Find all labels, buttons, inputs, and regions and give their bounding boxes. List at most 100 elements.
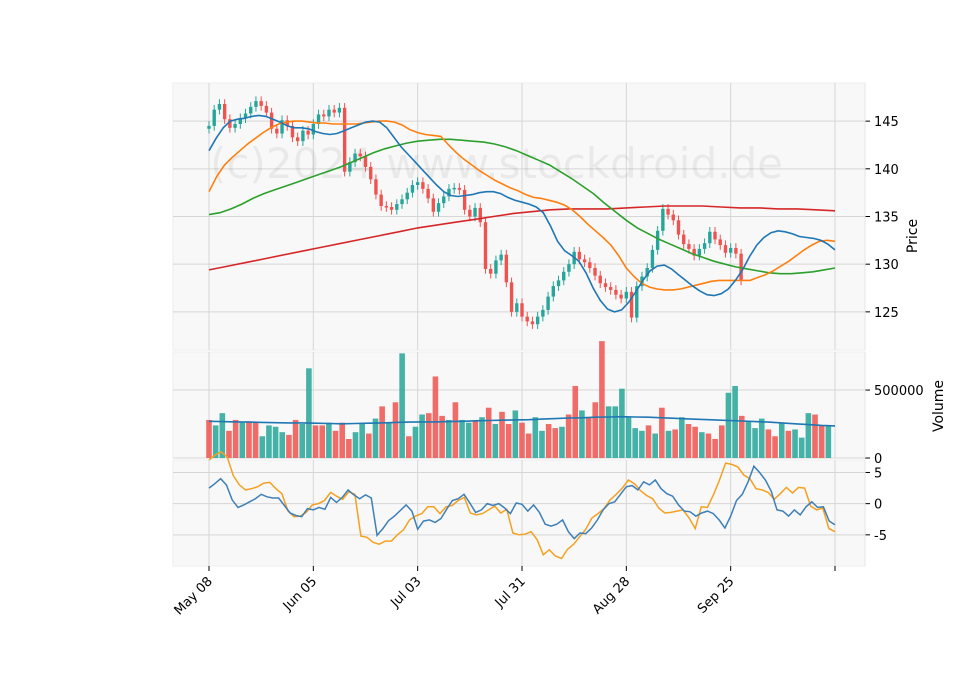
volume-bar <box>512 410 519 458</box>
volume-bar <box>252 422 259 458</box>
candle-body <box>577 251 582 260</box>
candle-body <box>582 259 587 263</box>
candle-body <box>655 230 660 250</box>
volume-bar <box>778 422 785 458</box>
candle-body <box>708 231 712 244</box>
volume-tick-label: 500000 <box>874 384 924 399</box>
osc-tick-label: 5 <box>874 466 882 481</box>
osc-tick-label: -5 <box>874 529 887 544</box>
candle-body <box>682 234 686 245</box>
volume-bar <box>432 376 439 458</box>
candle-body <box>541 309 545 317</box>
volume-bar <box>452 402 459 458</box>
volume-bar <box>332 430 339 458</box>
candle-body <box>671 214 675 221</box>
candle-body <box>426 188 430 199</box>
volume-bar <box>379 406 385 458</box>
candle-body <box>322 114 326 117</box>
volume-bar <box>346 438 352 458</box>
volume-bar <box>239 422 246 458</box>
candle-body <box>645 267 649 277</box>
candle-body <box>447 188 451 197</box>
volume-bar <box>386 422 392 458</box>
candle-body <box>588 262 592 268</box>
candle-body <box>504 254 509 283</box>
candle-body <box>535 316 540 325</box>
candle-body <box>457 187 462 190</box>
price-tick-label: 130 <box>874 258 899 273</box>
candle-body <box>619 294 623 299</box>
candle-body <box>415 182 420 186</box>
candle-body <box>228 119 232 128</box>
candle-body <box>269 112 274 129</box>
volume-bar <box>299 424 306 458</box>
candle-body <box>212 109 216 126</box>
volume-bar <box>339 422 345 458</box>
sma-green-line <box>208 138 836 275</box>
volume-bar <box>272 426 279 458</box>
candle-body <box>306 130 310 135</box>
volume-bar <box>659 407 665 458</box>
volume-bar <box>752 428 758 458</box>
candle-body <box>723 245 728 253</box>
volume-bar <box>559 426 565 458</box>
volume-bar <box>772 436 778 458</box>
volume-bar <box>565 414 572 458</box>
volume-bar <box>505 424 512 458</box>
candle-body <box>379 194 383 207</box>
volume-bar <box>226 430 232 458</box>
price-tick-label: 125 <box>874 306 899 321</box>
candle-body <box>525 316 529 322</box>
volume-bar <box>246 421 252 458</box>
volume-tick-label: 0 <box>874 452 882 467</box>
volume-bar <box>665 430 672 458</box>
candle-body <box>238 118 242 125</box>
volume-bar <box>619 388 625 458</box>
sma-orange-line <box>208 120 836 291</box>
volume-bar <box>399 353 405 458</box>
candle-body <box>410 185 415 193</box>
volume-bar <box>219 413 226 458</box>
volume-bar <box>392 402 399 458</box>
candle-body <box>728 247 733 253</box>
price-axis-label: Price <box>905 219 921 253</box>
volume-bar <box>532 417 539 458</box>
volume-bar <box>405 436 412 458</box>
x-tick-label: Aug 28 <box>590 574 633 617</box>
volume-bar <box>572 385 579 458</box>
volume-bar <box>292 419 299 458</box>
candle-body <box>483 222 488 269</box>
volume-bar <box>232 419 239 458</box>
volume-bar <box>725 392 732 458</box>
candle-body <box>358 153 362 157</box>
candle-body <box>551 286 555 297</box>
candle-body <box>436 203 441 212</box>
candle-body <box>697 248 702 256</box>
candle-body <box>546 296 550 310</box>
candle-body <box>608 287 613 290</box>
price-tick-label: 135 <box>874 211 899 226</box>
volume-bar <box>439 415 445 458</box>
volume-bar <box>805 413 812 458</box>
candle-body <box>666 208 670 215</box>
volume-bar <box>459 419 465 458</box>
volume-bar <box>539 430 545 458</box>
candle-body <box>520 303 524 317</box>
candle-body <box>692 248 696 256</box>
candle-body <box>405 192 409 200</box>
volume-bar <box>699 432 705 458</box>
volume-bar <box>525 433 532 458</box>
candle-body <box>567 264 571 272</box>
volume-bar <box>705 433 712 458</box>
candle-body <box>421 182 425 189</box>
candle-body <box>473 207 477 217</box>
candle-body <box>499 254 503 261</box>
volume-bar <box>545 424 552 458</box>
candle-body <box>207 125 211 129</box>
candle-body <box>280 120 284 134</box>
candle-body <box>395 204 399 210</box>
candle-body <box>369 166 373 180</box>
volume-bar <box>792 429 798 458</box>
volume-bar <box>445 419 452 458</box>
